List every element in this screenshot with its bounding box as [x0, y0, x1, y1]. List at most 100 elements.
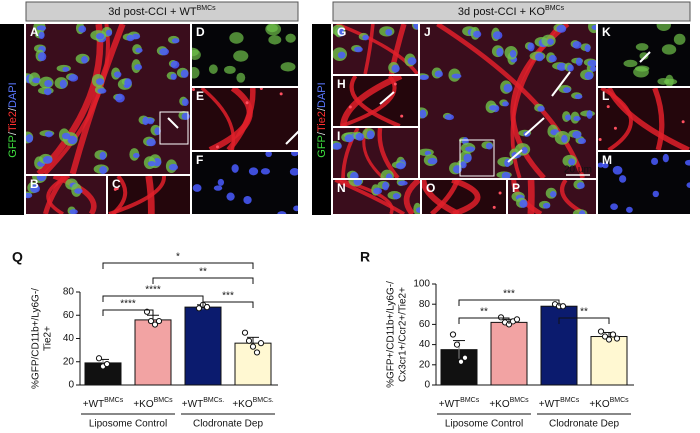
panel-letter: F: [196, 153, 203, 167]
micrograph-content: [192, 152, 298, 214]
nucleus: [62, 66, 70, 72]
arrow: [167, 117, 179, 129]
nucleus: [231, 164, 239, 173]
data-point: [513, 316, 521, 323]
vessel: [42, 176, 67, 214]
cell: [635, 43, 649, 51]
nucleus: [68, 74, 79, 82]
nucleus: [619, 175, 627, 183]
nucleus: [74, 188, 83, 194]
text-part: +KO: [232, 399, 253, 410]
data-point: [103, 360, 111, 368]
text-part: 3d post-CCI + WT: [108, 6, 197, 18]
nucleus: [589, 66, 596, 72]
micrograph-content: [192, 24, 296, 83]
y-tick-label: 40: [63, 333, 75, 344]
data-point: [245, 337, 253, 344]
speck: [681, 120, 685, 124]
stain-strip: [0, 24, 24, 215]
nucleus: [420, 74, 429, 80]
data-point: [559, 303, 567, 310]
text-part: +KO: [133, 399, 154, 410]
nucleus: [192, 184, 202, 192]
nucleus: [81, 56, 89, 64]
vessel: [403, 180, 420, 214]
micrograph-content: [339, 76, 404, 126]
micrograph: [192, 152, 298, 214]
micrograph-content: [334, 180, 420, 214]
nucleus: [485, 142, 493, 150]
nucleus: [542, 202, 551, 209]
speck: [606, 105, 610, 109]
data-point: [151, 321, 159, 328]
speck: [245, 101, 249, 105]
nucleus: [99, 166, 108, 174]
arrow: [507, 149, 523, 163]
nucleus: [503, 83, 513, 93]
y-tick-label: 100: [413, 279, 430, 290]
cell: [634, 65, 650, 72]
nucleus: [350, 171, 359, 178]
nucleus: [134, 64, 143, 71]
vessel: [606, 88, 690, 150]
data-point: [195, 305, 203, 312]
micrograph-content: [420, 24, 596, 178]
nucleus: [61, 132, 71, 140]
nucleus: [584, 71, 594, 80]
panel-letter: C: [112, 177, 121, 191]
nucleus: [519, 199, 528, 208]
nucleus: [601, 162, 609, 169]
speck: [613, 126, 617, 130]
nucleus: [537, 105, 545, 112]
nucleus: [243, 195, 252, 205]
nucleus: [535, 52, 544, 62]
nucleus: [42, 155, 53, 164]
micrograph-content: [598, 153, 690, 213]
x-tick-label: +WTBMCs.: [182, 397, 224, 409]
nucleus: [26, 192, 33, 199]
nucleus: [572, 131, 582, 139]
nucleus: [568, 158, 576, 166]
text-part: /: [316, 131, 328, 135]
bar: [590, 336, 628, 386]
speck: [259, 88, 263, 90]
text-part: /: [7, 107, 19, 111]
nucleus: [501, 171, 511, 178]
nucleus: [146, 117, 155, 125]
significance-label: ****: [145, 285, 161, 296]
nucleus: [171, 38, 180, 44]
data-point: [249, 343, 257, 350]
nucleus: [391, 64, 400, 73]
text-part: BMCs: [154, 397, 174, 404]
speck: [215, 145, 219, 149]
significance-bracket: [102, 295, 204, 302]
nucleus: [563, 87, 571, 93]
vessel: [451, 180, 481, 214]
panel-letter: A: [30, 25, 39, 39]
nucleus: [32, 77, 41, 84]
significance-label: ****: [120, 299, 136, 310]
text-part: BMCs: [460, 397, 480, 404]
bar: [234, 342, 272, 386]
text-part: +WT: [439, 399, 460, 410]
x-tick-label: +KOBMCs: [133, 397, 173, 409]
micrograph-content: [333, 24, 418, 74]
nucleus: [460, 161, 467, 169]
nucleus: [260, 168, 271, 175]
nucleus: [135, 47, 143, 53]
nucleus: [577, 137, 587, 145]
micrograph-content: [192, 88, 283, 150]
nucleus: [420, 109, 427, 119]
nucleus: [354, 46, 363, 53]
nucleus: [610, 203, 618, 210]
speck: [598, 138, 602, 142]
y-tick-label: 20: [63, 356, 75, 367]
significance-bracket: [102, 262, 254, 269]
text-part: GFP: [7, 135, 19, 158]
nucleus: [574, 94, 583, 100]
nucleus: [95, 33, 105, 40]
micrograph-content: [108, 176, 166, 214]
nucleus: [527, 42, 535, 52]
nucleus: [147, 161, 156, 167]
nucleus: [30, 184, 40, 193]
